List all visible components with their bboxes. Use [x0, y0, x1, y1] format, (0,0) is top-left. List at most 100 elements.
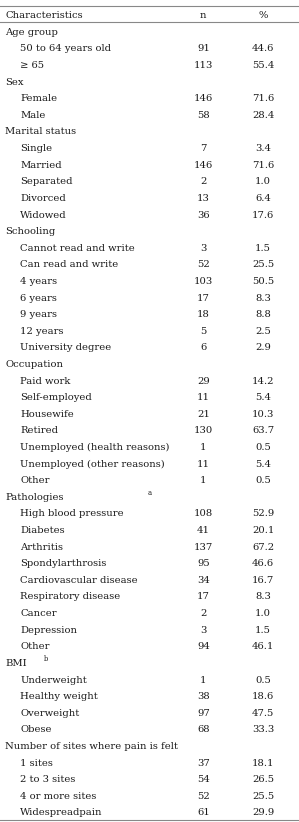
Text: ≥ 65: ≥ 65	[20, 61, 45, 70]
Text: a: a	[147, 489, 152, 496]
Text: 2.5: 2.5	[255, 327, 271, 335]
Text: Retired: Retired	[20, 427, 58, 436]
Text: 1 sites: 1 sites	[20, 759, 53, 768]
Text: Spondylarthrosis: Spondylarthrosis	[20, 559, 107, 568]
Text: 6: 6	[200, 344, 206, 353]
Text: 17: 17	[197, 593, 210, 602]
Text: Other: Other	[20, 476, 50, 485]
Text: 50.5: 50.5	[252, 277, 274, 286]
Text: 67.2: 67.2	[252, 543, 274, 552]
Text: %: %	[258, 12, 268, 21]
Text: 1: 1	[200, 476, 207, 485]
Text: Cancer: Cancer	[20, 609, 57, 618]
Text: Unemployed (other reasons): Unemployed (other reasons)	[20, 459, 165, 469]
Text: Arthritis: Arthritis	[20, 543, 63, 552]
Text: Healthy weight: Healthy weight	[20, 692, 98, 701]
Text: Number of sites where pain is felt: Number of sites where pain is felt	[5, 742, 178, 751]
Text: 130: 130	[194, 427, 213, 436]
Text: 94: 94	[197, 642, 210, 651]
Text: Unemployed (health reasons): Unemployed (health reasons)	[20, 443, 170, 452]
Text: Depression: Depression	[20, 626, 77, 635]
Text: 17: 17	[197, 293, 210, 302]
Text: 2.9: 2.9	[255, 344, 271, 353]
Text: High blood pressure: High blood pressure	[20, 510, 124, 519]
Text: 95: 95	[197, 559, 210, 568]
Text: 108: 108	[194, 510, 213, 519]
Text: 0.5: 0.5	[255, 676, 271, 685]
Text: 26.5: 26.5	[252, 775, 274, 784]
Text: BMI: BMI	[5, 659, 27, 668]
Text: 0.5: 0.5	[255, 476, 271, 485]
Text: Female: Female	[20, 95, 57, 104]
Text: Other: Other	[20, 642, 50, 651]
Text: 41: 41	[197, 526, 210, 535]
Text: 14.2: 14.2	[252, 376, 274, 386]
Text: Cardiovascular disease: Cardiovascular disease	[20, 576, 138, 585]
Text: Sex: Sex	[5, 77, 24, 86]
Text: Age group: Age group	[5, 28, 58, 37]
Text: 11: 11	[197, 393, 210, 402]
Text: 36: 36	[197, 210, 210, 219]
Text: 25.5: 25.5	[252, 792, 274, 801]
Text: 29: 29	[197, 376, 210, 386]
Text: 91: 91	[197, 44, 210, 53]
Text: 8.8: 8.8	[255, 310, 271, 319]
Text: 2 to 3 sites: 2 to 3 sites	[20, 775, 76, 784]
Text: b: b	[44, 655, 48, 663]
Text: 38: 38	[197, 692, 210, 701]
Text: 20.1: 20.1	[252, 526, 274, 535]
Text: 3.4: 3.4	[255, 144, 271, 153]
Text: 2: 2	[200, 609, 207, 618]
Text: Pathologies: Pathologies	[5, 493, 64, 502]
Text: 97: 97	[197, 709, 210, 718]
Text: 4 or more sites: 4 or more sites	[20, 792, 97, 801]
Text: 11: 11	[197, 459, 210, 469]
Text: Diabetes: Diabetes	[20, 526, 65, 535]
Text: Housewife: Housewife	[20, 410, 74, 418]
Text: Respiratory disease: Respiratory disease	[20, 593, 120, 602]
Text: 63.7: 63.7	[252, 427, 274, 436]
Text: 10.3: 10.3	[252, 410, 274, 418]
Text: 0.5: 0.5	[255, 443, 271, 452]
Text: University degree: University degree	[20, 344, 112, 353]
Text: 5.4: 5.4	[255, 393, 271, 402]
Text: Can read and write: Can read and write	[20, 261, 119, 270]
Text: 6 years: 6 years	[20, 293, 57, 302]
Text: 44.6: 44.6	[252, 44, 274, 53]
Text: 55.4: 55.4	[252, 61, 274, 70]
Text: 28.4: 28.4	[252, 111, 274, 120]
Text: 2: 2	[200, 178, 207, 187]
Text: Self-employed: Self-employed	[20, 393, 92, 402]
Text: 1.5: 1.5	[255, 626, 271, 635]
Text: 25.5: 25.5	[252, 261, 274, 270]
Text: 37: 37	[197, 759, 210, 768]
Text: 103: 103	[194, 277, 213, 286]
Text: Married: Married	[20, 160, 62, 169]
Text: Overweight: Overweight	[20, 709, 80, 718]
Text: 46.1: 46.1	[252, 642, 274, 651]
Text: 146: 146	[194, 95, 213, 104]
Text: 47.5: 47.5	[252, 709, 274, 718]
Text: 3: 3	[200, 626, 207, 635]
Text: 5: 5	[200, 327, 207, 335]
Text: 1.0: 1.0	[255, 609, 271, 618]
Text: 113: 113	[194, 61, 213, 70]
Text: Characteristics: Characteristics	[5, 12, 83, 21]
Text: 52: 52	[197, 261, 210, 270]
Text: Obese: Obese	[20, 725, 52, 734]
Text: 58: 58	[197, 111, 210, 120]
Text: Marital status: Marital status	[5, 127, 77, 136]
Text: 71.6: 71.6	[252, 160, 274, 169]
Text: 18.1: 18.1	[252, 759, 274, 768]
Text: 1: 1	[200, 676, 207, 685]
Text: 16.7: 16.7	[252, 576, 274, 585]
Text: Separated: Separated	[20, 178, 73, 187]
Text: 3: 3	[200, 244, 207, 252]
Text: 5.4: 5.4	[255, 459, 271, 469]
Text: 146: 146	[194, 160, 213, 169]
Text: 50 to 64 years old: 50 to 64 years old	[20, 44, 111, 53]
Text: 1.0: 1.0	[255, 178, 271, 187]
Text: Cannot read and write: Cannot read and write	[20, 244, 135, 252]
Text: 68: 68	[197, 725, 210, 734]
Text: Paid work: Paid work	[20, 376, 71, 386]
